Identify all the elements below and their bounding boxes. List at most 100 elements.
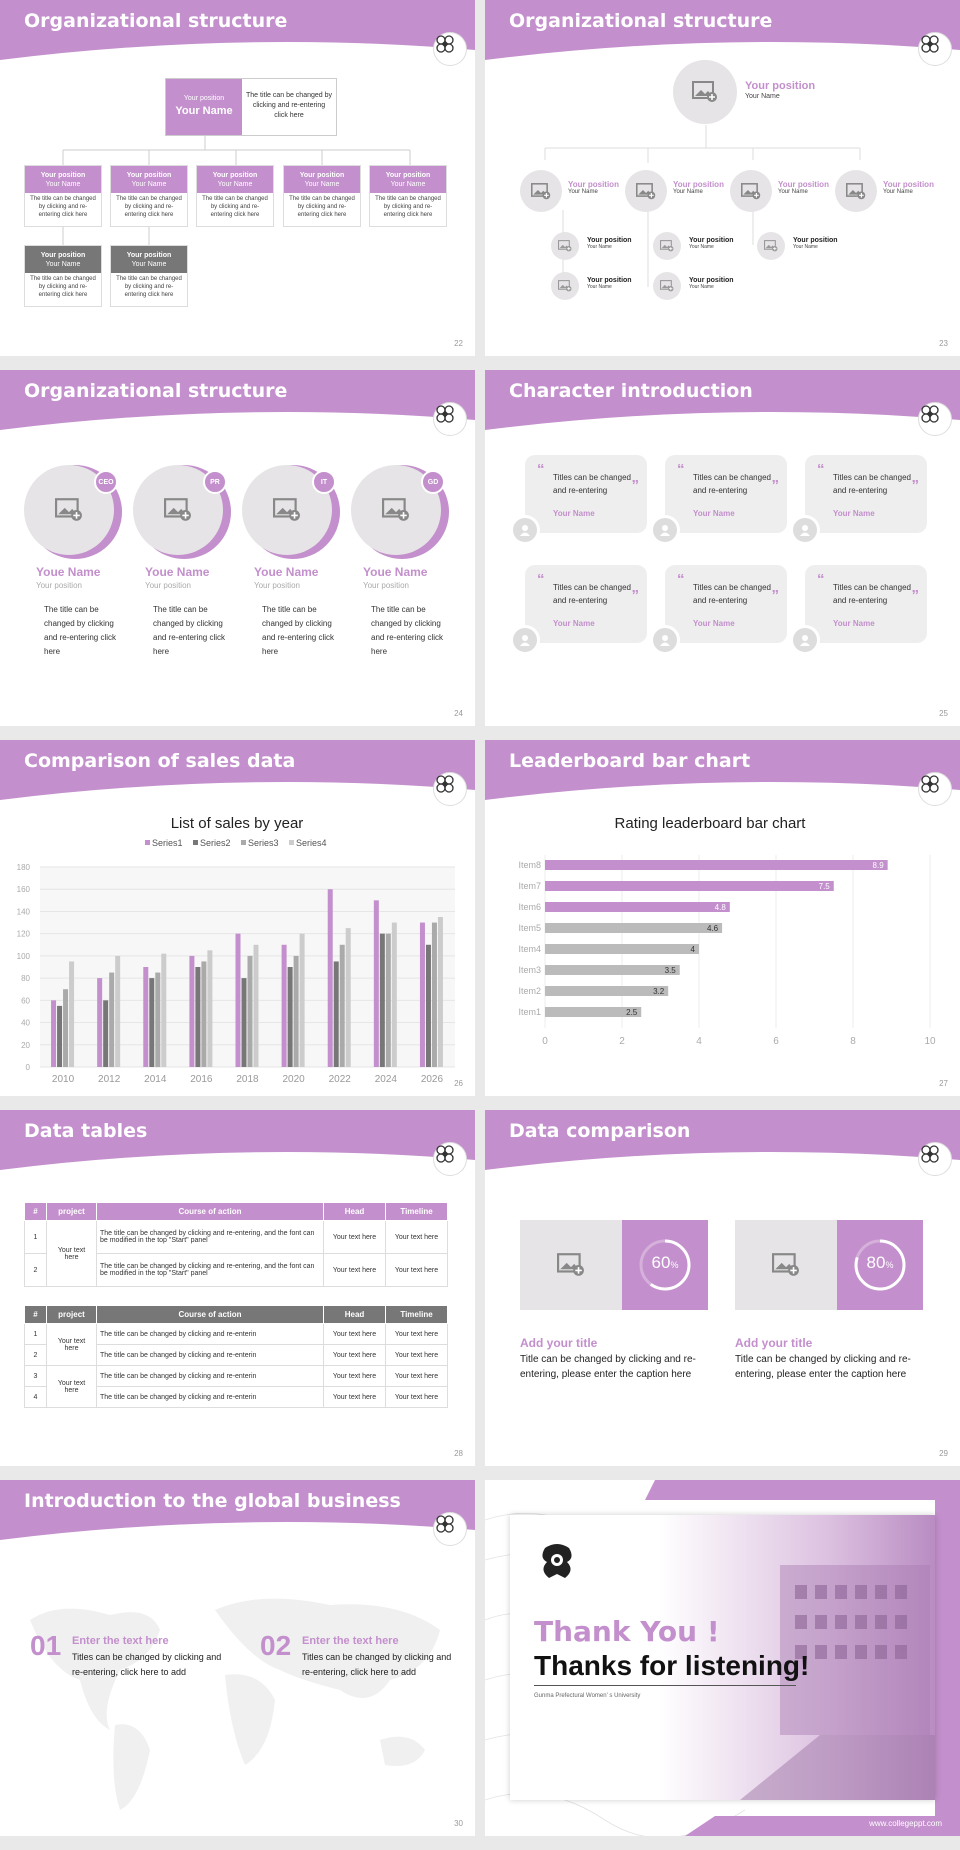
- item-text: Titles can be changed by clicking and re…: [72, 1652, 222, 1677]
- y-tick-label: 140: [17, 907, 31, 916]
- image-placeholder-icon[interactable]: [730, 170, 772, 212]
- slide-27[interactable]: Leaderboard bar chart Rating leaderboard…: [485, 740, 960, 1096]
- y-tick-label: Item1: [518, 1007, 541, 1017]
- bar: [247, 955, 253, 1067]
- bar: [253, 944, 259, 1067]
- bar: [545, 860, 888, 870]
- slide-30[interactable]: Introduction to the global business 01 En…: [0, 1480, 475, 1836]
- bar: [339, 944, 345, 1067]
- position-label: Your position: [587, 277, 632, 284]
- position-label: Your position: [793, 237, 838, 244]
- logo-icon: [433, 32, 467, 66]
- image-placeholder-icon[interactable]: [625, 170, 667, 212]
- name-label: Youe Name: [363, 565, 428, 579]
- percent-sign: %: [670, 1260, 679, 1270]
- bar: [333, 961, 339, 1067]
- page-number: 24: [454, 709, 463, 718]
- name-label: Your Name: [693, 509, 735, 518]
- data-label: 8.9: [873, 861, 885, 870]
- slide-26[interactable]: Comparison of sales data List of sales b…: [0, 740, 475, 1096]
- logo-icon: [433, 1142, 467, 1176]
- data-label: 3.5: [665, 966, 677, 975]
- org-top-card: Your position Your Name The title can be …: [165, 78, 337, 136]
- table-row: 4 The title can be changed by clicking a…: [24, 1386, 448, 1408]
- table-cell: Your text here: [385, 1253, 448, 1287]
- table-cell: Your text here: [323, 1323, 386, 1345]
- image-placeholder-icon[interactable]: [653, 232, 681, 260]
- item-number: 02: [260, 1630, 292, 1661]
- position-label: Your position: [145, 581, 191, 590]
- website-url[interactable]: www.collegeppt.com: [869, 1819, 942, 1828]
- image-placeholder-icon[interactable]: [520, 1220, 622, 1310]
- bar: [109, 972, 115, 1067]
- name-label: Your Name: [553, 619, 595, 628]
- table-cell: 1: [24, 1220, 47, 1254]
- slide-31[interactable]: Thank You ! Thanks for listening! Gunma …: [485, 1480, 960, 1836]
- position-label: Your position: [689, 277, 734, 284]
- image-placeholder-icon[interactable]: [520, 170, 562, 212]
- slide-28[interactable]: Data tables # project Course of action H…: [0, 1110, 475, 1466]
- org-card-text: The title can be changed by clicking and…: [30, 276, 96, 298]
- bar: [97, 978, 103, 1067]
- item-text: Title can be changed by clicking and re-…: [520, 1354, 696, 1380]
- image-placeholder-icon[interactable]: [757, 232, 785, 260]
- slide-header: Introduction to the global business: [0, 1480, 475, 1552]
- page-number: 29: [939, 1449, 948, 1458]
- slide-22[interactable]: Organizational structure Your position Yo…: [0, 0, 475, 356]
- image-placeholder-icon[interactable]: [673, 60, 737, 124]
- image-placeholder-icon[interactable]: [653, 272, 681, 300]
- column-header: #: [24, 1305, 47, 1324]
- table-cell: 4: [24, 1386, 47, 1408]
- name-label: Your Name: [745, 93, 780, 100]
- org-card: Your position Your Name The title can be c…: [369, 165, 447, 227]
- bar: [327, 889, 333, 1067]
- slide-23[interactable]: Organizational structure Your position Y…: [485, 0, 960, 356]
- org-card: Your position Your Name The title can be c…: [283, 165, 361, 227]
- bar: [545, 944, 699, 954]
- logo-icon: [918, 1142, 952, 1176]
- table-cell: Your text here: [46, 1323, 97, 1366]
- bar: [51, 1000, 57, 1067]
- slide-25[interactable]: Character introduction “” Titles can be c…: [485, 370, 960, 726]
- image-placeholder-icon[interactable]: [551, 272, 579, 300]
- org-card: Your position Your Name The title can be c…: [24, 245, 102, 307]
- name-label: Your Name: [175, 105, 233, 117]
- position-label: Your position: [587, 237, 632, 244]
- image-placeholder-icon[interactable]: [835, 170, 877, 212]
- table-cell: Your text here: [385, 1365, 448, 1387]
- avatar-icon: [650, 515, 680, 545]
- avatar-icon: [790, 625, 820, 655]
- bar: [431, 922, 437, 1067]
- table-row: 1 Your text here The title can be change…: [24, 1323, 448, 1366]
- bar: [545, 986, 669, 996]
- percent-panel: 80%: [837, 1220, 923, 1310]
- image-placeholder-icon[interactable]: [735, 1220, 837, 1310]
- x-tick-label: 2022: [329, 1074, 352, 1085]
- y-tick-label: Item3: [518, 965, 541, 975]
- slide-29[interactable]: Data comparison 60% Add your title Title c…: [485, 1110, 960, 1466]
- person-card: CEO Youe Name Your position The title can b…: [24, 465, 129, 705]
- slide-24[interactable]: Organizational structure CEO Youe Name You…: [0, 370, 475, 726]
- org-card-header: Your position Your Name: [25, 246, 101, 273]
- org-card: Your position Your Name The title can be c…: [110, 165, 188, 227]
- name-label: Your Name: [131, 181, 167, 188]
- position-label: Your position: [183, 95, 225, 102]
- position-label: Your position: [745, 80, 816, 92]
- table-row: 2 The title can be changed by clicking a…: [24, 1253, 448, 1287]
- quote-close-icon: ”: [771, 587, 780, 604]
- legend-swatch: [193, 840, 198, 845]
- page-number: 30: [454, 1819, 463, 1828]
- table-cell: Your text here: [323, 1220, 386, 1254]
- bar: [161, 953, 167, 1067]
- y-tick-label: 20: [21, 1041, 30, 1050]
- legend-swatch: [145, 840, 150, 845]
- bar: [143, 967, 149, 1067]
- org-top-text: The title can be changed by clicking and…: [246, 92, 333, 119]
- image-placeholder-icon[interactable]: [551, 232, 579, 260]
- position-label: Your position: [568, 180, 619, 189]
- table-cell: The title can be changed by clicking and…: [96, 1253, 324, 1287]
- y-tick-label: Item5: [518, 923, 541, 933]
- legend-swatch: [289, 840, 294, 845]
- person-card: GD Youe Name Your position The title can be…: [351, 465, 456, 705]
- bar: [379, 933, 385, 1067]
